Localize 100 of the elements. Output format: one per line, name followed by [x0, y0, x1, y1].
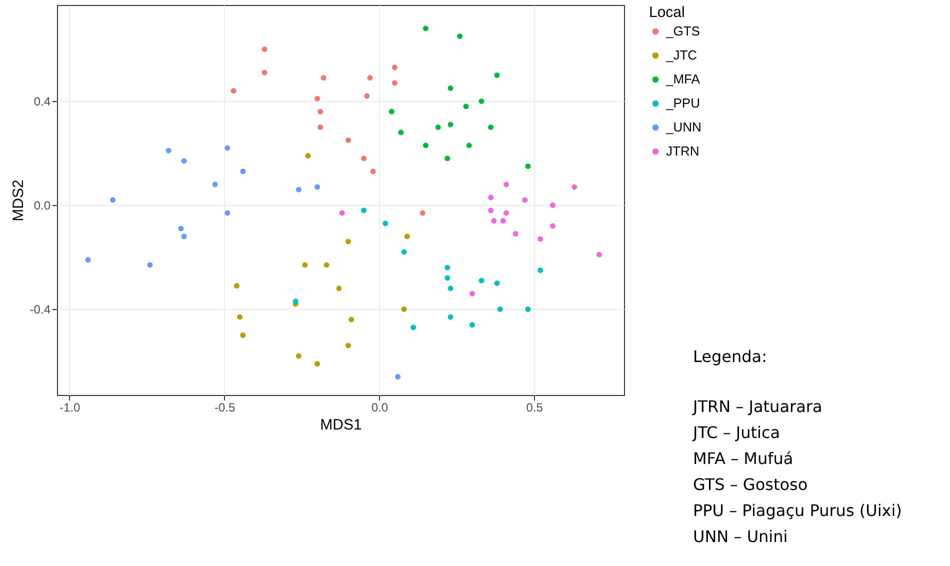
point — [240, 168, 246, 174]
text: JTRN – Jatuarara — [693, 396, 824, 418]
point — [572, 184, 578, 190]
y-axis-title: MDS2 — [10, 180, 27, 222]
point — [230, 88, 236, 94]
point — [444, 275, 450, 281]
text: JTC – Jutica — [693, 422, 782, 444]
point — [488, 194, 494, 200]
legend-label: _MFA — [665, 72, 700, 86]
point — [550, 202, 556, 208]
point — [525, 163, 531, 169]
point — [596, 252, 602, 258]
point — [488, 208, 494, 214]
point — [296, 353, 302, 359]
x-axis-title: MDS1 — [320, 416, 362, 434]
text: Legenda: — [693, 346, 768, 368]
point — [448, 85, 454, 91]
x-tick-label: 0.5 — [526, 400, 544, 414]
point — [444, 264, 450, 270]
point — [435, 124, 441, 130]
point — [448, 314, 454, 320]
point — [488, 124, 494, 130]
point — [494, 72, 500, 78]
point — [110, 197, 116, 203]
point — [292, 298, 298, 304]
point — [339, 210, 345, 216]
point — [346, 238, 351, 244]
point — [336, 286, 342, 292]
point — [320, 75, 326, 81]
point — [370, 168, 376, 174]
point — [181, 234, 187, 240]
point — [448, 122, 454, 128]
point — [422, 142, 428, 148]
point — [314, 184, 320, 190]
x-tick-label: -1.0 — [60, 400, 81, 414]
point — [444, 156, 450, 162]
point — [469, 290, 475, 296]
point — [224, 210, 230, 216]
point — [234, 283, 240, 289]
point — [361, 156, 366, 162]
text: GTS – Gostoso — [693, 474, 809, 496]
point — [262, 70, 268, 76]
point — [500, 218, 506, 224]
point — [364, 93, 370, 99]
point — [262, 46, 268, 52]
point — [361, 208, 366, 214]
point — [522, 197, 528, 203]
y-tick-label: 0.4 — [34, 94, 51, 109]
point — [401, 306, 407, 312]
point — [237, 314, 243, 320]
point — [318, 124, 324, 130]
point — [497, 306, 503, 312]
point — [494, 280, 500, 286]
point — [538, 236, 544, 242]
point — [388, 108, 394, 114]
point — [478, 98, 484, 104]
text: PPU – Piagaçu Purus (Uixi) — [693, 500, 902, 522]
text: MFA – Mufuá — [693, 448, 794, 470]
point — [296, 186, 302, 192]
point — [166, 148, 172, 154]
point — [478, 278, 484, 284]
point — [422, 26, 428, 32]
point — [504, 210, 509, 216]
text: UNN – Unini — [693, 526, 789, 548]
point — [305, 153, 311, 159]
point — [224, 145, 230, 151]
point — [392, 80, 398, 86]
legend-label: _UNN — [665, 120, 702, 134]
point — [512, 231, 518, 237]
point — [404, 234, 410, 240]
point — [302, 262, 308, 268]
point — [367, 75, 373, 81]
point — [346, 342, 351, 348]
point — [392, 64, 398, 70]
point — [466, 142, 472, 148]
point — [240, 332, 246, 338]
point — [525, 306, 531, 312]
point — [420, 210, 426, 216]
point — [318, 108, 324, 114]
point — [147, 262, 153, 268]
point — [469, 322, 475, 328]
point — [346, 137, 351, 143]
y-tick-label: -0.4 — [30, 302, 51, 317]
point — [448, 286, 454, 292]
point — [410, 324, 416, 330]
point — [504, 182, 509, 188]
point — [314, 96, 320, 102]
point — [314, 361, 320, 367]
y-tick-label: 0.0 — [34, 198, 51, 213]
legend-label: _GTS — [665, 24, 700, 38]
legend-title: Local — [649, 4, 685, 21]
point — [538, 267, 544, 273]
point — [463, 104, 469, 110]
point — [457, 33, 463, 39]
point — [491, 218, 497, 224]
legend-label: _JTC — [665, 48, 698, 62]
point — [550, 223, 556, 229]
legend-label: JTRN — [666, 144, 700, 158]
point — [395, 374, 401, 380]
point — [401, 249, 407, 255]
